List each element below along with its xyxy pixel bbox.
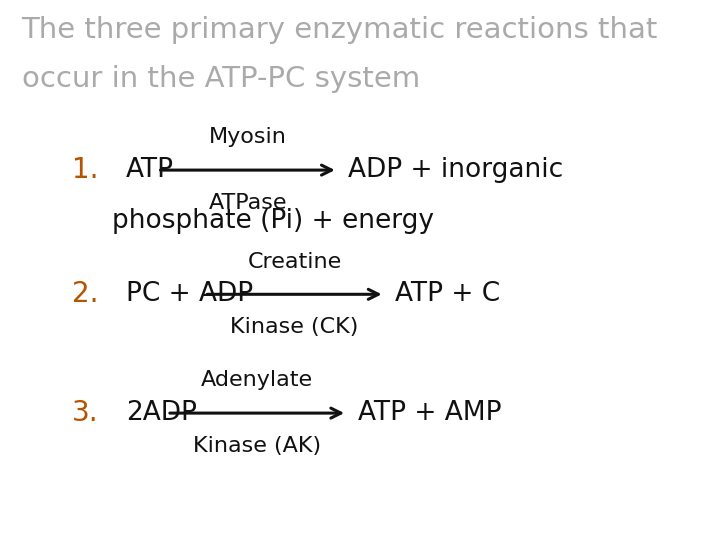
Text: ATP + C: ATP + C bbox=[395, 281, 500, 307]
Text: 2.: 2. bbox=[72, 280, 99, 308]
Text: Kinase (CK): Kinase (CK) bbox=[230, 317, 359, 337]
Text: 3.: 3. bbox=[72, 399, 99, 427]
Text: ADP + inorganic: ADP + inorganic bbox=[348, 157, 564, 183]
Text: ATP: ATP bbox=[126, 157, 174, 183]
Text: ATP + AMP: ATP + AMP bbox=[358, 400, 501, 426]
Text: 2ADP: 2ADP bbox=[126, 400, 197, 426]
Text: 1.: 1. bbox=[72, 156, 99, 184]
Text: Myosin: Myosin bbox=[209, 127, 287, 147]
Text: The three primary enzymatic reactions that: The three primary enzymatic reactions th… bbox=[22, 16, 658, 44]
Text: phosphate (Pi) + energy: phosphate (Pi) + energy bbox=[112, 208, 433, 234]
Text: ATPase: ATPase bbox=[208, 193, 287, 213]
Text: occur in the ATP-PC system: occur in the ATP-PC system bbox=[22, 65, 420, 93]
Text: Creatine: Creatine bbox=[248, 252, 341, 272]
Text: Adenylate: Adenylate bbox=[201, 370, 313, 390]
Text: Kinase (AK): Kinase (AK) bbox=[193, 436, 321, 456]
Text: PC + ADP: PC + ADP bbox=[126, 281, 253, 307]
